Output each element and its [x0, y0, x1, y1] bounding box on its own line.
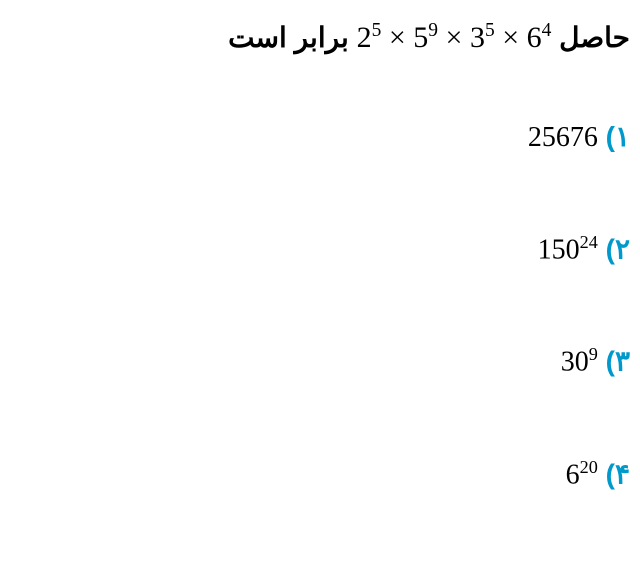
option-number-2: ۲): [606, 233, 630, 264]
option-2[interactable]: ۲) 15024: [30, 232, 630, 266]
question-text: حاصل 25 × 59 × 35 × 64 برابر است: [30, 20, 630, 55]
question-prefix: حاصل: [559, 22, 630, 53]
option-value-4: 620: [566, 457, 598, 491]
option-3[interactable]: ۳) 309: [30, 344, 630, 378]
option-1[interactable]: ۱) 25676: [30, 120, 630, 154]
option-4[interactable]: ۴) 620: [30, 457, 630, 491]
option-number-3: ۳): [606, 346, 630, 377]
option-value-3: 309: [561, 344, 598, 378]
question-expression: 25 × 59 × 35 × 64: [357, 20, 552, 55]
options-container: ۱) 25676 ۲) 15024 ۳) 309 ۴) 620: [30, 120, 630, 569]
option-value-2: 15024: [538, 232, 598, 266]
question-suffix: برابر است: [228, 22, 349, 53]
option-number-4: ۴): [606, 458, 630, 489]
option-number-1: ۱): [606, 121, 630, 152]
option-value-1: 25676: [528, 122, 598, 154]
